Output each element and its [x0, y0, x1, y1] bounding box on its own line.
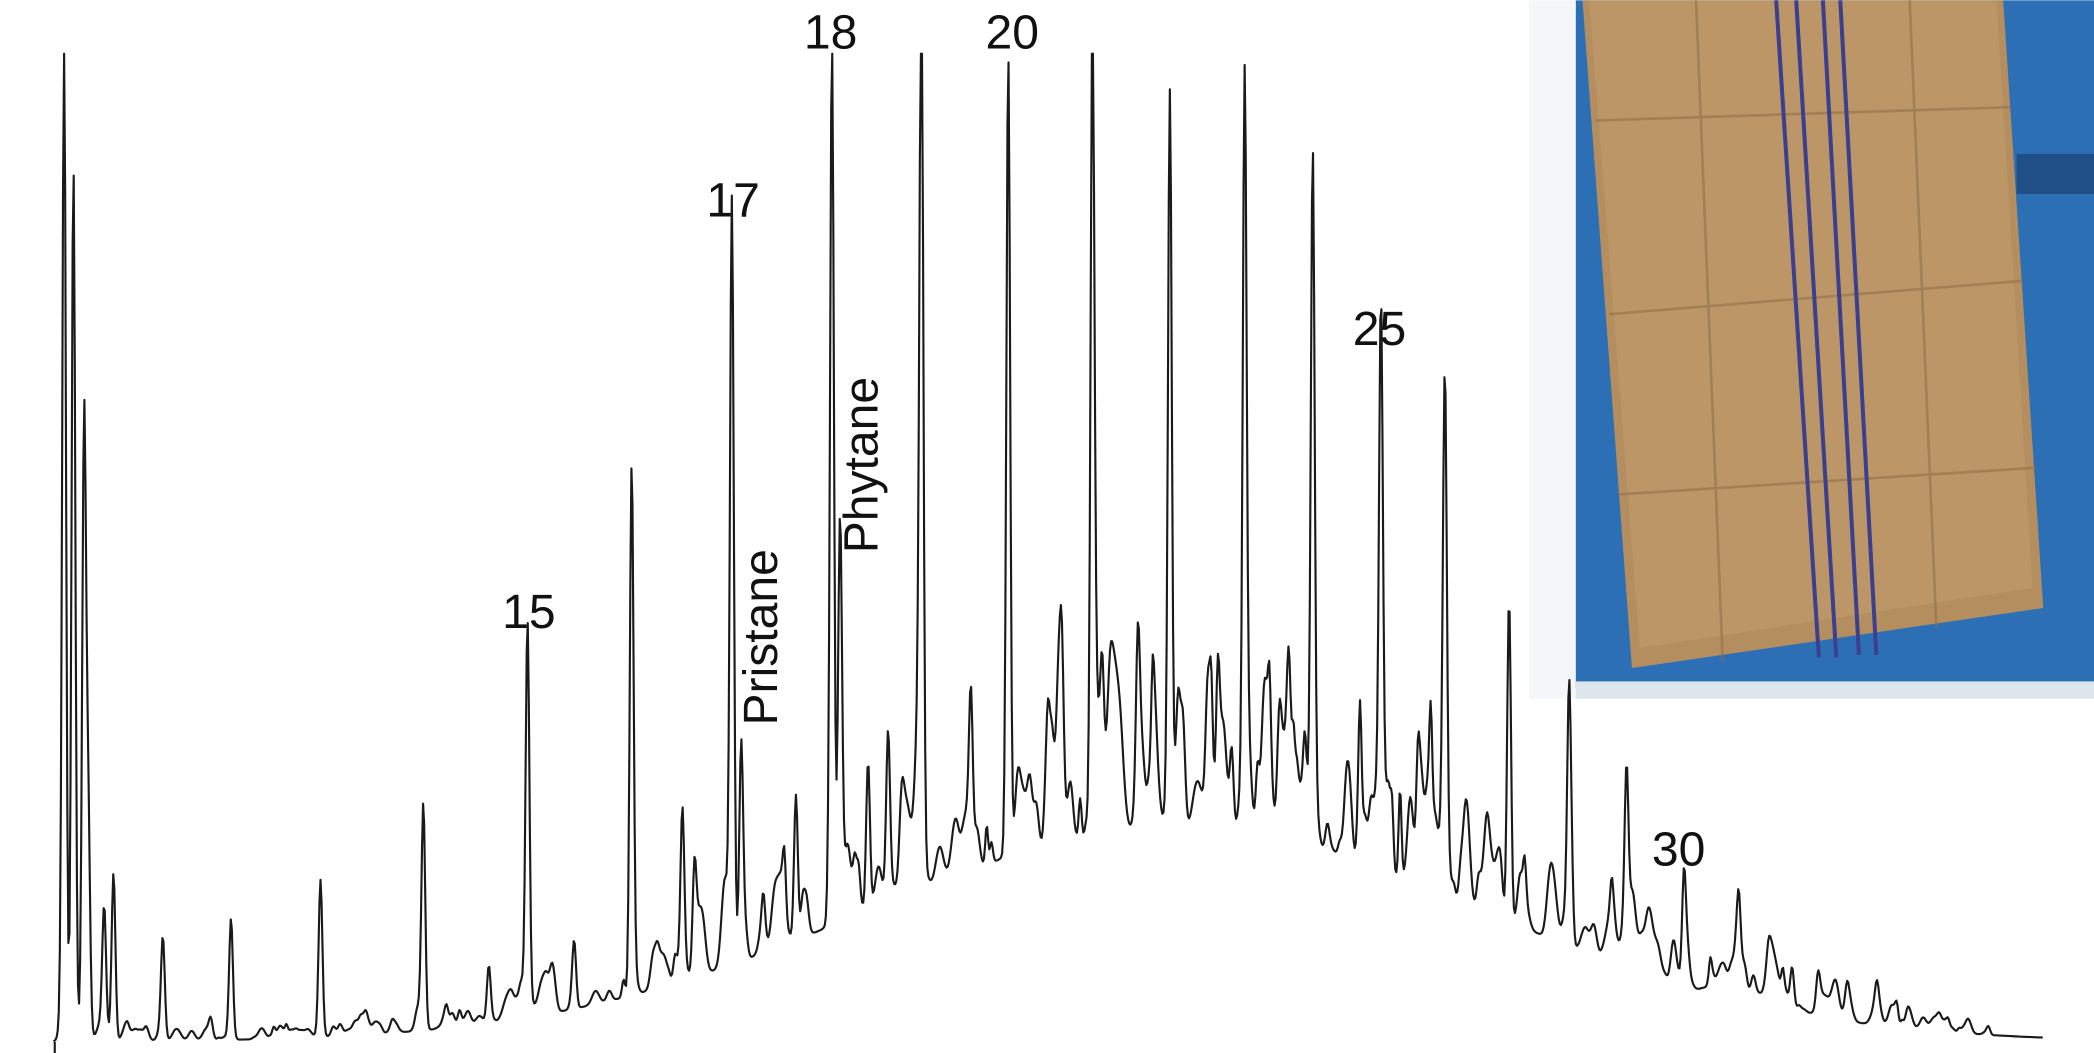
photo-ledge — [1575, 681, 2094, 699]
peak-label: 25 — [1353, 302, 1406, 356]
burlap-highlight — [1589, 0, 2033, 649]
peak-label: 15 — [502, 585, 555, 639]
peak-label: 17 — [706, 174, 759, 228]
chromatogram-trace — [52, 52, 2043, 1053]
peak-label: 20 — [986, 5, 1039, 59]
photo-frame — [2016, 153, 2094, 194]
inset-photo — [1529, 0, 2094, 699]
peak-label: Phytane — [834, 377, 888, 553]
sack-stripes — [1774, 0, 1879, 658]
peak-label: 18 — [804, 5, 857, 59]
peak-label: Pristane — [734, 549, 788, 725]
peak-label: 30 — [1652, 823, 1705, 877]
